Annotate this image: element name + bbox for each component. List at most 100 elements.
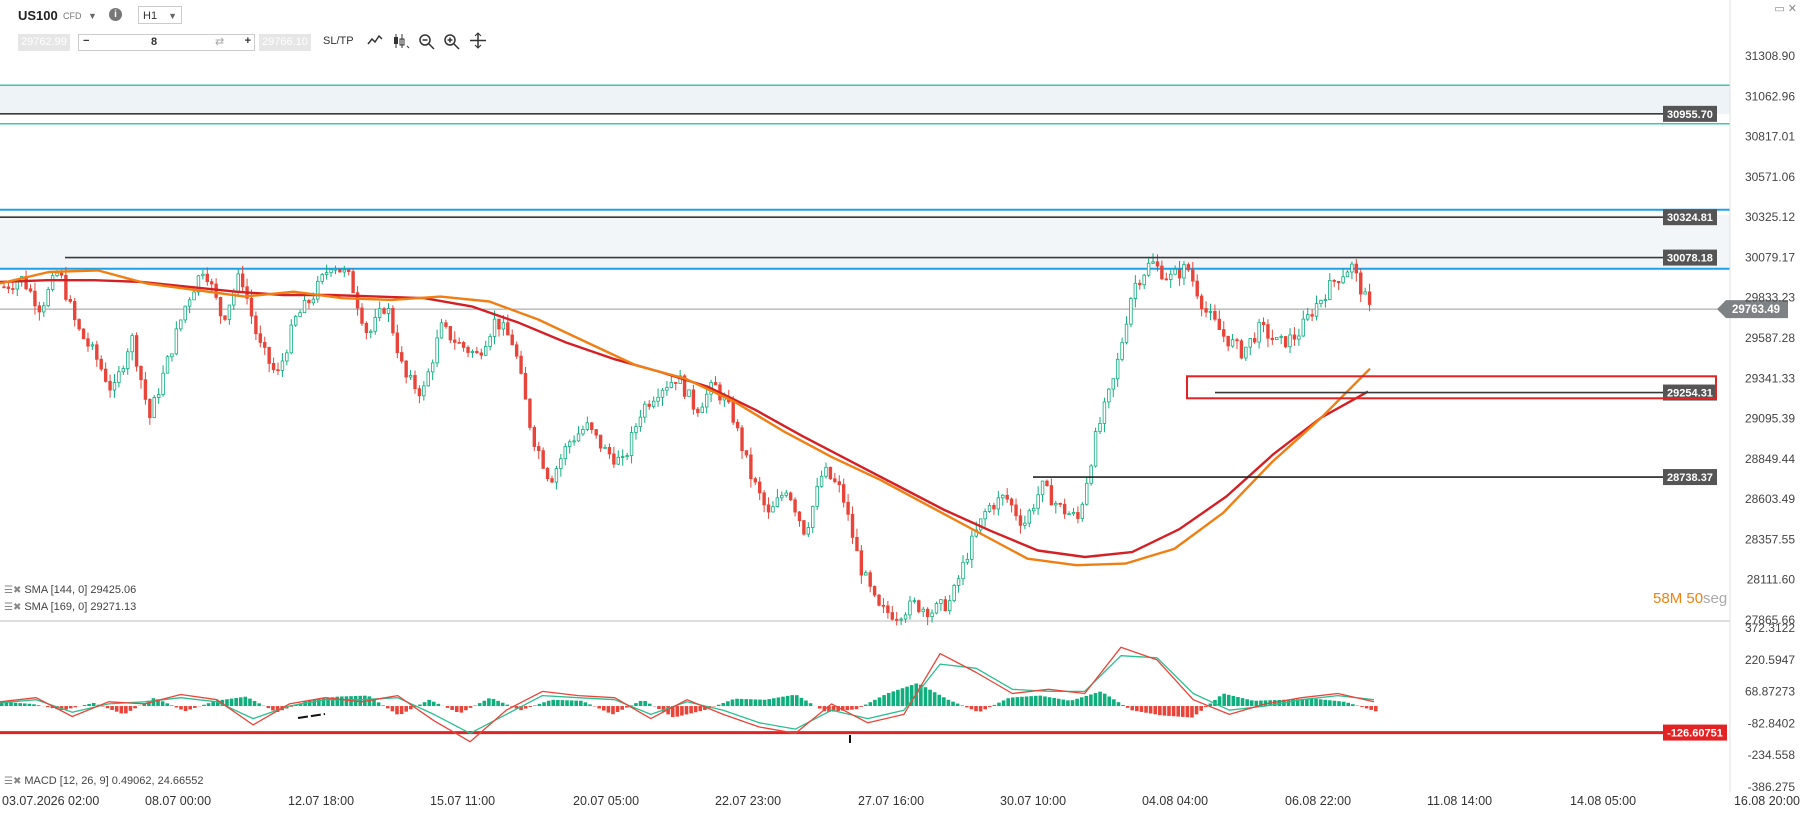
candle [170, 353, 174, 362]
macd-histogram-bar [418, 704, 422, 707]
candle-body [139, 365, 143, 381]
info-icon[interactable]: i [109, 8, 122, 21]
candle [559, 454, 563, 477]
macd-histogram-bar [537, 703, 542, 707]
candle-body [170, 353, 174, 358]
candle [987, 502, 992, 513]
candle-body [1310, 314, 1314, 317]
candle-body [740, 427, 744, 451]
macd-label[interactable]: ☰✖ MACD [12, 26, 9] 0.49062, 24.66552 [4, 775, 204, 787]
settings-close-icon[interactable]: ☰✖ [4, 602, 22, 613]
increase-quantity-button[interactable]: + [244, 35, 251, 47]
candle [90, 341, 95, 351]
macd-histogram-bar [1171, 706, 1176, 717]
macd-histogram-bar [781, 696, 785, 707]
candlestick-icon[interactable] [392, 31, 410, 51]
candle-body [475, 351, 479, 354]
candle-body [333, 268, 338, 271]
macd-histogram-bar [431, 701, 436, 707]
macd-histogram-bar [487, 698, 491, 707]
zoom-out-icon[interactable] [418, 31, 436, 51]
candle-body [1107, 388, 1111, 403]
macd-level-label: -126.60751 [1667, 728, 1723, 740]
sltp-button[interactable]: SL/TP [323, 35, 354, 47]
candle-body [961, 561, 965, 580]
candle-body [187, 299, 192, 307]
candle [1023, 515, 1027, 530]
candle-body [453, 339, 457, 343]
candle-body [1115, 358, 1120, 380]
macd-histogram-bar [969, 706, 974, 710]
candle [73, 297, 77, 327]
candle-body [846, 501, 850, 515]
settings-close-icon[interactable]: ☰✖ [4, 585, 22, 596]
macd-histogram-bar [689, 706, 693, 714]
macd-histogram-bar [156, 699, 160, 707]
symbol-dropdown-icon[interactable]: ▼ [88, 11, 97, 21]
candle-body [841, 484, 846, 503]
candle-body [276, 369, 280, 372]
macd-histogram-bar [1300, 699, 1305, 707]
macd-histogram-bar [1323, 699, 1328, 707]
candle [850, 506, 855, 544]
macd-histogram-bar [1185, 706, 1190, 718]
candle-body [86, 338, 90, 347]
macd-histogram-bar [726, 701, 730, 707]
macd-histogram-bar [670, 706, 675, 718]
candle-body [864, 572, 868, 576]
candle-body [797, 511, 802, 521]
candle [258, 325, 263, 348]
candle [585, 416, 590, 432]
candle [439, 318, 444, 339]
macd-histogram-bar [491, 698, 496, 707]
candle-body [55, 272, 59, 277]
line-chart-icon[interactable] [366, 31, 384, 51]
candle [833, 472, 837, 484]
candle [815, 477, 819, 510]
macd-histogram-bar [1153, 706, 1158, 715]
macd-histogram-bar [340, 696, 344, 707]
decrease-quantity-button[interactable]: − [83, 35, 90, 47]
macd-histogram-bar [179, 706, 183, 710]
candle [117, 366, 121, 388]
candle [240, 265, 245, 293]
quantity-stepper[interactable]: − 8 ⇄ + [78, 34, 255, 51]
candle [1314, 295, 1319, 321]
candle-body [563, 446, 567, 460]
candle-body [73, 301, 77, 320]
sell-price-button[interactable]: 29762.99 [18, 34, 70, 51]
candle-body [903, 614, 908, 620]
sma169-label[interactable]: ☰✖ SMA [169, 0] 29271.13 [4, 601, 136, 613]
candle [819, 470, 824, 488]
macd-histogram-bar [381, 705, 386, 707]
candle-body [461, 342, 466, 348]
candle [576, 426, 581, 442]
crosshair-icon[interactable] [469, 31, 487, 51]
candle [156, 388, 161, 404]
candle-body [806, 527, 811, 535]
symbol-name[interactable]: US100 [18, 8, 58, 23]
settings-close-icon[interactable]: ☰✖ [4, 776, 22, 787]
window-controls[interactable]: ▭ ✕ [1774, 3, 1797, 15]
candle-body [749, 454, 753, 480]
candle-body [833, 478, 837, 483]
candle-body [908, 600, 912, 616]
zoom-in-icon[interactable] [443, 31, 461, 51]
upper-zone [0, 85, 1730, 114]
macd-histogram-bar [445, 706, 450, 708]
candle [1018, 508, 1023, 534]
timeframe-select[interactable]: H1 ▼ [138, 6, 182, 24]
macd-histogram-bar [1369, 706, 1374, 710]
quantity-value[interactable]: 8 [151, 36, 158, 48]
swap-icon[interactable]: ⇄ [215, 36, 225, 48]
macd-histogram-bar [1006, 698, 1010, 707]
macd-histogram-bar [840, 706, 845, 711]
sma144-label[interactable]: ☰✖ SMA [144, 0] 29425.06 [4, 584, 136, 596]
buy-price-button[interactable]: 29766.10 [259, 34, 311, 51]
candle-body [1195, 280, 1199, 297]
candle [488, 333, 492, 351]
candle-body [369, 330, 373, 334]
candle-body [581, 428, 585, 435]
candle [594, 428, 598, 439]
